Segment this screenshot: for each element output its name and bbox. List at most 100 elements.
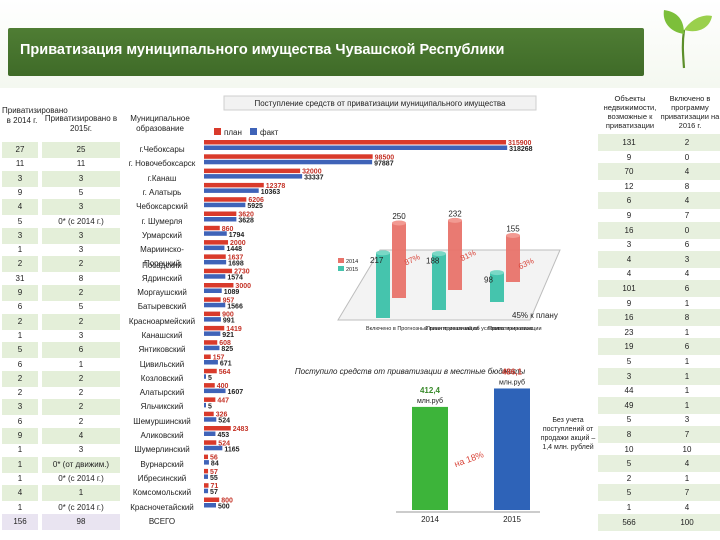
cell-objects: 19	[624, 342, 634, 352]
value-label-plan: 564	[219, 369, 231, 376]
value-label-fact: 524	[218, 418, 230, 425]
cell-name: Красночетайский	[130, 502, 194, 512]
cell-name: Чебоксарский	[136, 202, 188, 212]
cylinder-top-2014	[392, 220, 406, 226]
legend-swatch-2014	[338, 258, 344, 263]
cell-y2015: 3	[42, 170, 120, 187]
cell-included: 7	[684, 211, 690, 220]
cell-name: Аликовский	[140, 431, 184, 440]
bar-fact	[204, 302, 226, 308]
bar-plan	[204, 297, 221, 302]
value-label-2015: 217	[370, 256, 384, 265]
bar-plan	[204, 383, 215, 388]
cell-name: Канашский	[141, 330, 183, 340]
bar-plan	[204, 254, 226, 259]
value-label-plan: 447	[217, 397, 229, 404]
cell-y2014: 156	[2, 513, 38, 530]
cell-name: Козловский	[140, 373, 184, 383]
cell-y2014: 9	[17, 187, 23, 197]
bar-fact	[204, 288, 222, 293]
bar-fact	[204, 345, 220, 351]
value-label-fact: 10363	[261, 189, 281, 196]
value-label-fact: 55	[210, 475, 218, 482]
value-label-plan: 957	[223, 297, 235, 304]
value-label-2014: 155	[506, 225, 520, 234]
value-label-fact: 3628	[238, 218, 254, 225]
value-label-plan: 2000	[230, 240, 246, 247]
bar-plan	[204, 168, 301, 174]
value-label-plan: 57	[210, 469, 218, 476]
value-label-fact: 84	[211, 461, 219, 468]
value-label-fact: 97887	[374, 160, 394, 167]
bar-plan	[204, 311, 221, 317]
table-row: 16 0	[598, 221, 720, 239]
cell-name: Вурнарский	[140, 459, 184, 469]
bar-fact	[204, 402, 206, 408]
table-row: 2 2 Козловский	[2, 370, 202, 387]
cylinder-top-2015	[490, 270, 504, 276]
cell-y2015: 0* (с 2014 г.)	[58, 502, 104, 512]
cell-y2014: 3	[2, 399, 38, 416]
value-label-plan: 98500	[375, 154, 395, 161]
bar-fact	[204, 245, 225, 251]
budget-chart-title: Поступило средств от приватизации в мест…	[295, 367, 525, 376]
table-row: 23 1	[598, 324, 720, 341]
cell-y2014: 2	[2, 256, 38, 273]
cell-objects: 5	[626, 459, 632, 469]
cell-y2015: 8	[78, 273, 84, 283]
cell-y2015: 3	[78, 330, 84, 340]
cell-included: 100	[680, 517, 694, 527]
cell-included: 4	[684, 503, 690, 512]
legend-swatch-fact	[250, 128, 257, 135]
value-label-plan: 326	[216, 412, 228, 419]
cylinder-2015	[432, 253, 446, 310]
cell-included: 8	[684, 313, 690, 323]
category-label: Приватизировано	[488, 326, 533, 332]
bar-fact	[204, 202, 246, 208]
bar-fact	[204, 174, 303, 179]
cell-y2014: 1	[17, 445, 23, 455]
cell-y2014: 1	[17, 473, 23, 483]
value-label-plan: 1419	[226, 326, 242, 333]
bar-plan	[204, 283, 234, 288]
bar-plan	[204, 197, 247, 202]
value-label-plan: 3000	[235, 283, 251, 290]
budget-value-label: 412,4	[420, 386, 441, 395]
cell-y2014: 2	[2, 313, 38, 330]
budget-unit-label: млн.руб	[417, 397, 443, 405]
table-row: 9 5 г. Алатырь	[2, 185, 202, 201]
table-row: 1 0* (с 2014 г.) Красночетайский	[2, 500, 202, 516]
bar-fact	[204, 259, 227, 265]
bar-plan	[204, 182, 264, 188]
bar-plan	[204, 426, 231, 431]
value-label-plan: 12378	[266, 183, 286, 190]
table-row: 10 10	[598, 441, 720, 458]
cell-y2015: 5	[78, 187, 84, 197]
value-label-2015: 98	[484, 276, 493, 285]
cell-objects: 9	[626, 211, 632, 220]
cell-objects: 9	[626, 152, 632, 162]
table-row: 19 6	[598, 338, 720, 356]
bar-fact	[204, 388, 226, 394]
leaf-logo-icon	[663, 10, 712, 69]
cell-y2015: 98	[42, 513, 120, 530]
budget-year-label: 2015	[503, 515, 521, 524]
cell-name: Алатырский	[139, 388, 185, 398]
budget-note: Без учета поступлений от продажи акций –…	[540, 417, 596, 451]
cell-objects: 8	[626, 430, 632, 439]
value-label-fact: 1089	[224, 289, 240, 296]
cell-name: Янтиковский	[138, 345, 186, 355]
value-label-fact: 500	[218, 504, 230, 511]
cell-y2014: 27	[2, 142, 38, 158]
cell-name: Яльчикский	[140, 402, 184, 412]
value-label-2014: 232	[448, 209, 462, 218]
plan-annotation: 45% к плану	[512, 311, 558, 320]
cell-objects: 4	[626, 269, 632, 279]
cell-included: 6	[684, 342, 690, 352]
table-row: 6 2 Шемуршинский	[2, 414, 202, 430]
bar-fact	[204, 474, 208, 479]
